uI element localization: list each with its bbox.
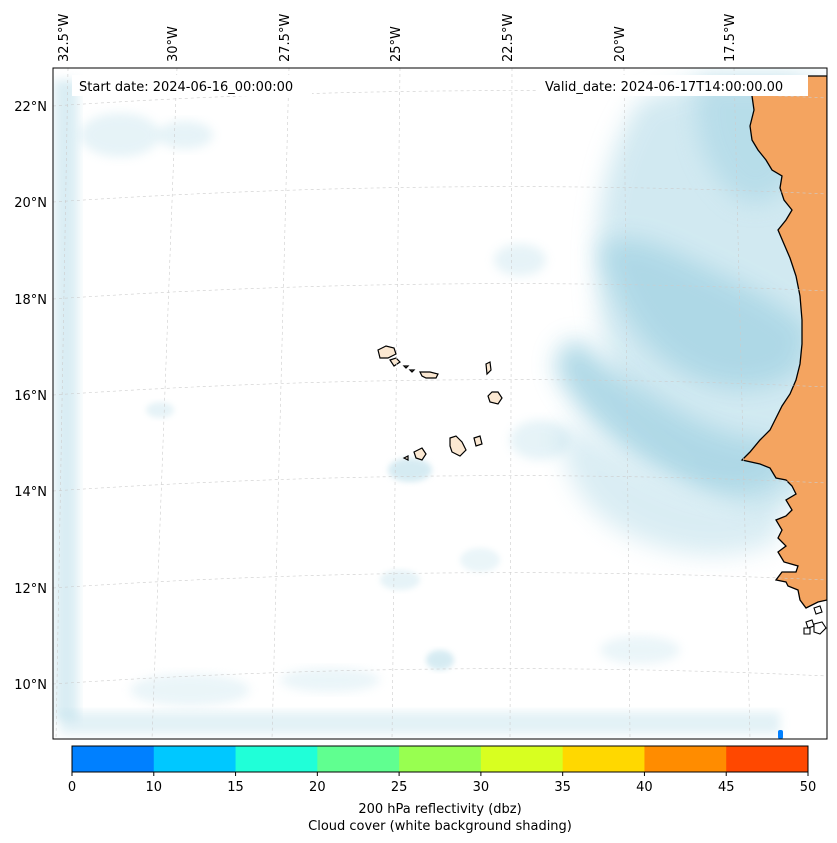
- lon-label: 32.5°W: [57, 14, 72, 62]
- cloud-western-strip: [54, 80, 78, 720]
- colorbar-label-line2: Cloud cover (white background shading): [308, 819, 572, 834]
- cloud-southern-strip: [60, 712, 780, 734]
- cloud-patch: [426, 650, 454, 670]
- lon-label: 17.5°W: [723, 14, 738, 62]
- colorbar-segment: [235, 746, 318, 772]
- island: [487, 391, 503, 405]
- parallel-line: [53, 186, 827, 203]
- cloud-patch: [494, 244, 546, 276]
- colorbar-tick-label: 25: [391, 780, 408, 795]
- parallel-line: [53, 379, 827, 396]
- cloud-patch: [80, 113, 160, 157]
- island: [402, 455, 409, 461]
- lat-label: 12°N: [14, 582, 47, 597]
- colorbar-segment: [480, 746, 564, 772]
- island: [473, 435, 483, 447]
- colorbar-frame: [71, 745, 809, 773]
- lat-label: 16°N: [14, 389, 47, 404]
- colorbar-tick-label: 30: [473, 780, 490, 795]
- island: [419, 371, 439, 379]
- lat-label: 14°N: [14, 485, 47, 500]
- cloud-patch: [280, 668, 380, 692]
- parallel-line: [53, 90, 827, 107]
- island: [389, 357, 401, 367]
- colorbar-segment: [153, 746, 237, 772]
- cloud-patch: [380, 570, 420, 590]
- meridian-line: [733, 68, 751, 739]
- graticule-lines: [53, 68, 827, 739]
- island: [813, 621, 827, 635]
- colorbar-tick-label: 35: [554, 780, 571, 795]
- start-date-text: Start date: 2024-06-16_00:00:00: [79, 80, 293, 95]
- colorbar-tick-label: 15: [227, 780, 244, 795]
- colorbar-segment: [72, 746, 155, 772]
- lon-label: 25°W: [389, 26, 404, 62]
- meridian-line: [55, 68, 69, 739]
- island: [402, 365, 410, 369]
- island: [485, 361, 492, 376]
- island: [813, 605, 823, 615]
- colorbar-segment: [317, 746, 400, 772]
- meridian-line: [271, 68, 290, 739]
- lat-label: 20°N: [14, 196, 47, 211]
- cloud-patch: [460, 548, 500, 572]
- parallel-line: [53, 572, 827, 589]
- cloud-patch: [130, 674, 250, 706]
- map-frame: [52, 67, 828, 740]
- cloud-band-main: [600, 239, 810, 389]
- colorbar-segment: [399, 746, 482, 772]
- meridian-line: [391, 68, 401, 739]
- cloud-band-arc: [556, 340, 790, 495]
- island: [413, 447, 427, 461]
- colorbar: 0 10 15 20 25 30 35 40 45 50: [68, 746, 816, 795]
- colorbar-segment: [562, 746, 645, 772]
- africa-mainland: [740, 75, 827, 609]
- cloud-lower-east: [560, 420, 780, 555]
- lon-label: 20°W: [613, 26, 628, 62]
- start-date-box: [72, 75, 312, 96]
- parallel-line: [53, 668, 827, 685]
- cloud-patch: [146, 402, 174, 418]
- cloud-patch: [600, 636, 680, 664]
- lon-label: 22.5°W: [501, 14, 516, 62]
- colorbar-label-line1: 200 hPa reflectivity (dbz): [358, 802, 521, 817]
- bijagos-islands: [803, 605, 827, 635]
- parallel-line: [53, 475, 827, 492]
- reflectivity-blob: [778, 730, 783, 739]
- colorbar-segment: [644, 746, 727, 772]
- colorbar-tick-label: 40: [636, 780, 653, 795]
- lon-label: 27.5°W: [278, 14, 293, 62]
- colorbar-tick-label: 45: [718, 780, 735, 795]
- cloud-patch: [157, 121, 213, 149]
- island: [408, 369, 416, 373]
- valid-date-box: [538, 75, 808, 96]
- island: [449, 435, 467, 457]
- meridian-line: [623, 68, 631, 739]
- lat-label: 10°N: [14, 678, 47, 693]
- parallel-line: [53, 283, 827, 300]
- meridian-line: [151, 68, 178, 739]
- island: [803, 627, 811, 635]
- cloud-patch: [510, 420, 570, 460]
- meridian-line: [509, 68, 513, 739]
- lat-label: 18°N: [14, 293, 47, 308]
- island: [805, 619, 815, 629]
- valid-date-text: Valid_date: 2024-06-17T14:00:00.00: [545, 80, 783, 95]
- cloud-cover-shading: [54, 80, 827, 734]
- colorbar-tick-label: 20: [309, 780, 326, 795]
- colorbar-tick-label: 50: [800, 780, 817, 795]
- colorbar-tick-label: 0: [68, 780, 76, 795]
- cloud-patch: [388, 458, 432, 482]
- colorbar-tick-label: 10: [146, 780, 163, 795]
- lon-label: 30°W: [166, 26, 181, 62]
- latitude-labels: 22°N 20°N 18°N 16°N 14°N 12°N 10°N: [14, 100, 47, 693]
- island: [377, 345, 397, 359]
- cape-verde-islands: [377, 345, 503, 461]
- longitude-labels: 32.5°W 30°W 27.5°W 25°W 22.5°W 20°W 17.5…: [57, 14, 738, 62]
- lat-label: 22°N: [14, 100, 47, 115]
- colorbar-segment: [726, 746, 809, 772]
